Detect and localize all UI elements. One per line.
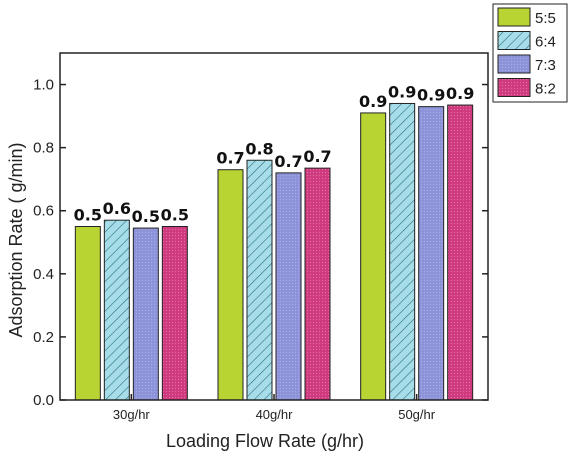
data-label: 0.9: [417, 86, 445, 105]
y-tick-label: 0.2: [33, 329, 54, 346]
bar-6-4-40g-hr: [246, 159, 273, 401]
legend-swatch: [497, 54, 531, 74]
data-label: 0.5: [74, 206, 102, 225]
legend-entry: 7:3: [535, 57, 556, 74]
bar-7-3-40g-hr: [275, 172, 302, 401]
legend-swatch: [497, 78, 531, 97]
legend-swatch: [497, 7, 531, 27]
y-tick-label: 0.6: [33, 203, 54, 220]
bar-6-4-30g-hr: [103, 219, 130, 401]
y-axis-title: Adsorption Rate ( g/min): [6, 142, 26, 337]
data-label: 0.7: [274, 152, 302, 171]
x-tick-label: 40g/hr: [256, 407, 294, 422]
x-tick-label: 30g/hr: [113, 407, 151, 422]
data-label: 0.9: [388, 82, 416, 101]
x-axis-title: Loading Flow Rate (g/hr): [166, 431, 364, 451]
bar-5-5-50g-hr: [360, 112, 387, 401]
bar-8-2-40g-hr: [304, 167, 331, 401]
data-label: 0.9: [446, 84, 474, 103]
bar-7-3-30g-hr: [132, 227, 159, 401]
bar-8-2-50g-hr: [447, 104, 474, 401]
x-tick-label: 50g/hr: [398, 407, 436, 422]
y-tick-label: 1.0: [33, 77, 54, 94]
legend-entry: 8:2: [535, 81, 556, 98]
bar-7-3-50g-hr: [418, 106, 445, 401]
data-label: 0.9: [359, 92, 387, 111]
bar-8-2-30g-hr: [161, 226, 188, 401]
data-label: 0.7: [216, 149, 244, 168]
data-label: 0.5: [161, 206, 189, 225]
y-tick-label: 0.4: [33, 266, 54, 283]
data-labels: 0.5 0.6 0.5 0.50.7 0.80.7 0.70.9 0.9 0.9 0.9: [74, 82, 475, 226]
bars: [74, 102, 474, 401]
bar-5-5-30g-hr: [74, 226, 101, 401]
data-label: 0.6: [103, 199, 131, 218]
data-label: 0.8: [245, 139, 273, 158]
legend-entry: 6:4: [535, 34, 556, 51]
legend-entry: 5:5: [535, 10, 556, 27]
legend-swatch: [497, 31, 531, 50]
bar-5-5-40g-hr: [217, 169, 244, 401]
bar-6-4-50g-hr: [389, 102, 416, 401]
data-label: 0.5: [132, 207, 160, 226]
legend: 5:5 6:4 7:3 8:2: [492, 3, 568, 103]
data-label: 0.7: [303, 147, 331, 166]
y-tick-label: 0.8: [33, 140, 54, 157]
axes: 0.0 0.2 0.4 0.6 0.8 1.0 30g/hr 40g/hr 50g/hr: [33, 52, 489, 422]
y-tick-label: 0.0: [33, 392, 54, 409]
